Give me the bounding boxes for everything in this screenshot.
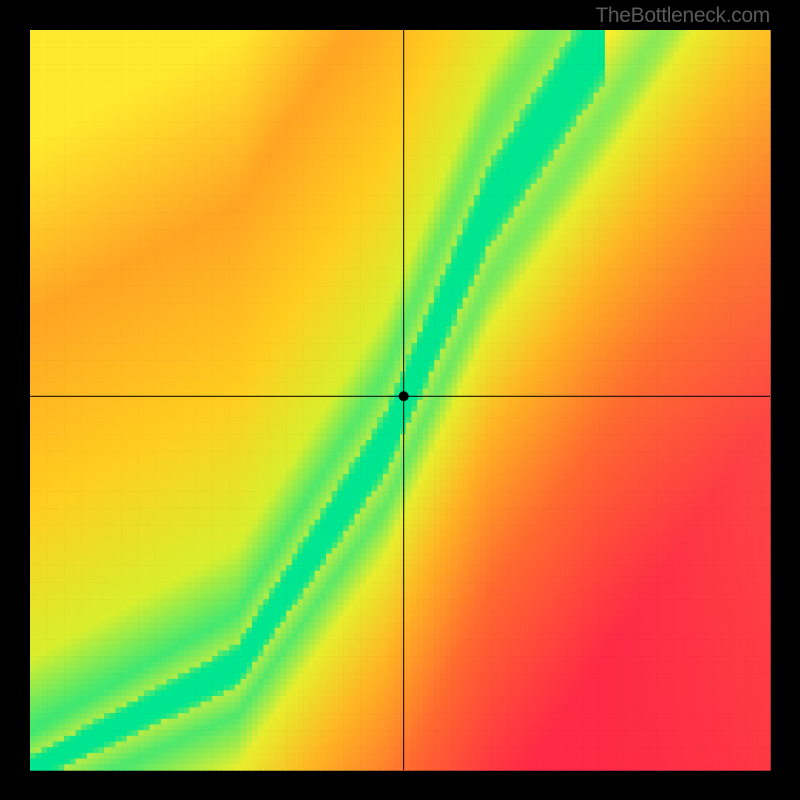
- watermark-text: TheBottleneck.com: [595, 4, 770, 28]
- bottleneck-heatmap: [0, 0, 800, 800]
